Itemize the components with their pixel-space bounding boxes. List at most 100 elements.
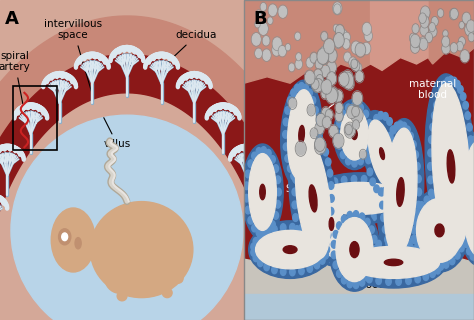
Ellipse shape	[193, 72, 197, 76]
Ellipse shape	[129, 47, 132, 51]
Ellipse shape	[13, 147, 16, 151]
Circle shape	[463, 13, 470, 23]
Ellipse shape	[246, 145, 248, 149]
Circle shape	[352, 247, 357, 255]
Ellipse shape	[17, 111, 20, 115]
Ellipse shape	[180, 77, 183, 81]
Circle shape	[334, 91, 342, 101]
Ellipse shape	[254, 196, 257, 200]
Ellipse shape	[12, 146, 15, 150]
Ellipse shape	[191, 72, 194, 76]
Ellipse shape	[209, 84, 212, 89]
Ellipse shape	[168, 55, 171, 59]
Ellipse shape	[145, 60, 148, 64]
Circle shape	[261, 147, 266, 154]
Circle shape	[358, 273, 364, 281]
Ellipse shape	[111, 53, 114, 57]
Ellipse shape	[223, 103, 226, 108]
Circle shape	[452, 248, 457, 256]
Circle shape	[321, 47, 328, 56]
Circle shape	[415, 244, 420, 252]
Ellipse shape	[61, 74, 64, 78]
Ellipse shape	[229, 154, 232, 158]
Circle shape	[341, 176, 347, 184]
Ellipse shape	[261, 194, 264, 198]
Ellipse shape	[380, 148, 384, 159]
Ellipse shape	[1, 199, 4, 204]
Ellipse shape	[190, 74, 193, 78]
Ellipse shape	[245, 145, 247, 148]
Ellipse shape	[42, 111, 45, 115]
Circle shape	[394, 122, 400, 130]
Ellipse shape	[238, 114, 241, 118]
Circle shape	[245, 206, 251, 214]
Ellipse shape	[199, 73, 202, 77]
Ellipse shape	[51, 73, 54, 77]
Ellipse shape	[32, 103, 36, 107]
Ellipse shape	[178, 80, 181, 84]
Circle shape	[332, 178, 337, 186]
Ellipse shape	[48, 75, 51, 79]
Ellipse shape	[210, 108, 213, 112]
Text: fetal
blood: fetal blood	[356, 253, 385, 290]
Ellipse shape	[237, 146, 240, 150]
Circle shape	[365, 156, 371, 164]
Ellipse shape	[246, 144, 249, 148]
Ellipse shape	[278, 206, 281, 210]
Ellipse shape	[6, 144, 9, 148]
Circle shape	[394, 254, 400, 262]
Ellipse shape	[221, 104, 224, 108]
Ellipse shape	[171, 56, 173, 60]
Circle shape	[296, 142, 305, 155]
Ellipse shape	[213, 105, 216, 109]
Ellipse shape	[27, 104, 31, 108]
Ellipse shape	[180, 78, 183, 82]
Ellipse shape	[166, 54, 170, 58]
Ellipse shape	[240, 145, 243, 149]
Ellipse shape	[144, 63, 147, 68]
Ellipse shape	[19, 150, 23, 155]
Circle shape	[296, 153, 302, 161]
Ellipse shape	[249, 145, 253, 149]
Ellipse shape	[99, 55, 102, 59]
Circle shape	[361, 214, 367, 221]
Ellipse shape	[0, 146, 1, 150]
Circle shape	[256, 229, 262, 236]
Circle shape	[318, 50, 328, 63]
Ellipse shape	[257, 149, 260, 153]
Ellipse shape	[0, 146, 2, 150]
Ellipse shape	[267, 194, 271, 198]
Ellipse shape	[255, 195, 258, 199]
Ellipse shape	[220, 104, 223, 108]
Ellipse shape	[168, 57, 171, 60]
Ellipse shape	[7, 145, 10, 149]
Ellipse shape	[122, 46, 125, 50]
Ellipse shape	[176, 63, 179, 68]
Ellipse shape	[17, 149, 20, 153]
Ellipse shape	[110, 55, 113, 59]
Ellipse shape	[18, 108, 21, 112]
Ellipse shape	[93, 52, 97, 56]
Ellipse shape	[107, 65, 110, 69]
Ellipse shape	[65, 74, 68, 78]
Ellipse shape	[124, 45, 127, 50]
Ellipse shape	[269, 195, 272, 199]
Ellipse shape	[103, 60, 107, 64]
Circle shape	[368, 131, 374, 138]
Ellipse shape	[157, 53, 161, 57]
Ellipse shape	[149, 56, 152, 60]
Ellipse shape	[161, 52, 164, 57]
Circle shape	[336, 103, 342, 112]
Ellipse shape	[256, 195, 259, 199]
Circle shape	[401, 122, 407, 130]
Ellipse shape	[266, 195, 270, 198]
Ellipse shape	[237, 112, 240, 116]
Ellipse shape	[109, 55, 113, 59]
Ellipse shape	[218, 103, 221, 108]
Ellipse shape	[160, 53, 163, 57]
Circle shape	[396, 239, 401, 247]
Ellipse shape	[201, 74, 205, 78]
Circle shape	[366, 120, 372, 127]
Ellipse shape	[177, 81, 180, 85]
Ellipse shape	[251, 197, 254, 201]
